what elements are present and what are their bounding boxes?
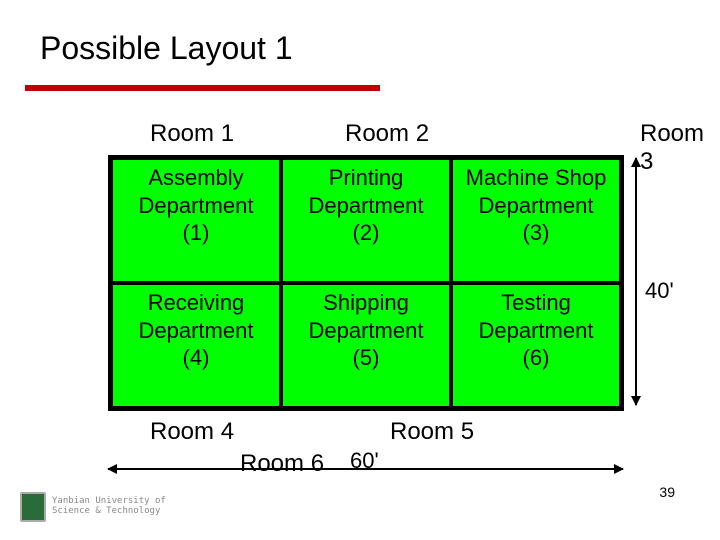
cell-num: (3) [523, 219, 550, 247]
cell-num: (2) [353, 219, 380, 247]
room-label-1: Room 1 [150, 120, 234, 148]
cell-line2: Department [309, 192, 424, 220]
cell-testing: Testing Department (6) [451, 283, 621, 408]
cell-line2: Department [139, 317, 254, 345]
room-label-6: Room 6 [240, 450, 324, 478]
cell-line1: Receiving [148, 289, 245, 317]
cell-num: (4) [183, 344, 210, 372]
footer: Yanbian University of Science & Technolo… [20, 492, 166, 522]
cell-line1: Machine Shop [466, 164, 607, 192]
cell-printing: Printing Department (2) [281, 158, 451, 283]
dimension-arrow-vertical [635, 158, 637, 405]
room-label-5: Room 5 [390, 418, 474, 446]
cell-line2: Department [139, 192, 254, 220]
cell-line2: Department [479, 192, 594, 220]
room-label-4: Room 4 [150, 418, 234, 446]
cell-num: (5) [353, 344, 380, 372]
cell-line1: Printing [329, 164, 404, 192]
cell-assembly: Assembly Department (1) [111, 158, 281, 283]
uni-line2: Science & Technology [52, 507, 166, 517]
page-title: Possible Layout 1 [40, 30, 293, 67]
university-name: Yanbian University of Science & Technolo… [52, 497, 166, 517]
cell-num: (6) [523, 344, 550, 372]
university-logo-icon [20, 492, 46, 522]
cell-line1: Assembly [148, 164, 243, 192]
cell-num: (1) [183, 219, 210, 247]
cell-line2: Department [479, 317, 594, 345]
cell-line2: Department [309, 317, 424, 345]
dimension-height: 40' [645, 278, 674, 304]
cell-machine-shop: Machine Shop Department (3) [451, 158, 621, 283]
room-label-3: Room 3 [640, 120, 720, 176]
cell-line1: Testing [501, 289, 571, 317]
cell-receiving: Receiving Department (4) [111, 283, 281, 408]
cell-line1: Shipping [323, 289, 409, 317]
room-label-2: Room 2 [345, 120, 429, 148]
layout-grid: Assembly Department (1) Printing Departm… [108, 155, 624, 411]
cell-shipping: Shipping Department (5) [281, 283, 451, 408]
page-number: 39 [659, 484, 675, 500]
title-divider [25, 85, 380, 91]
dimension-width: 60' [350, 448, 379, 474]
